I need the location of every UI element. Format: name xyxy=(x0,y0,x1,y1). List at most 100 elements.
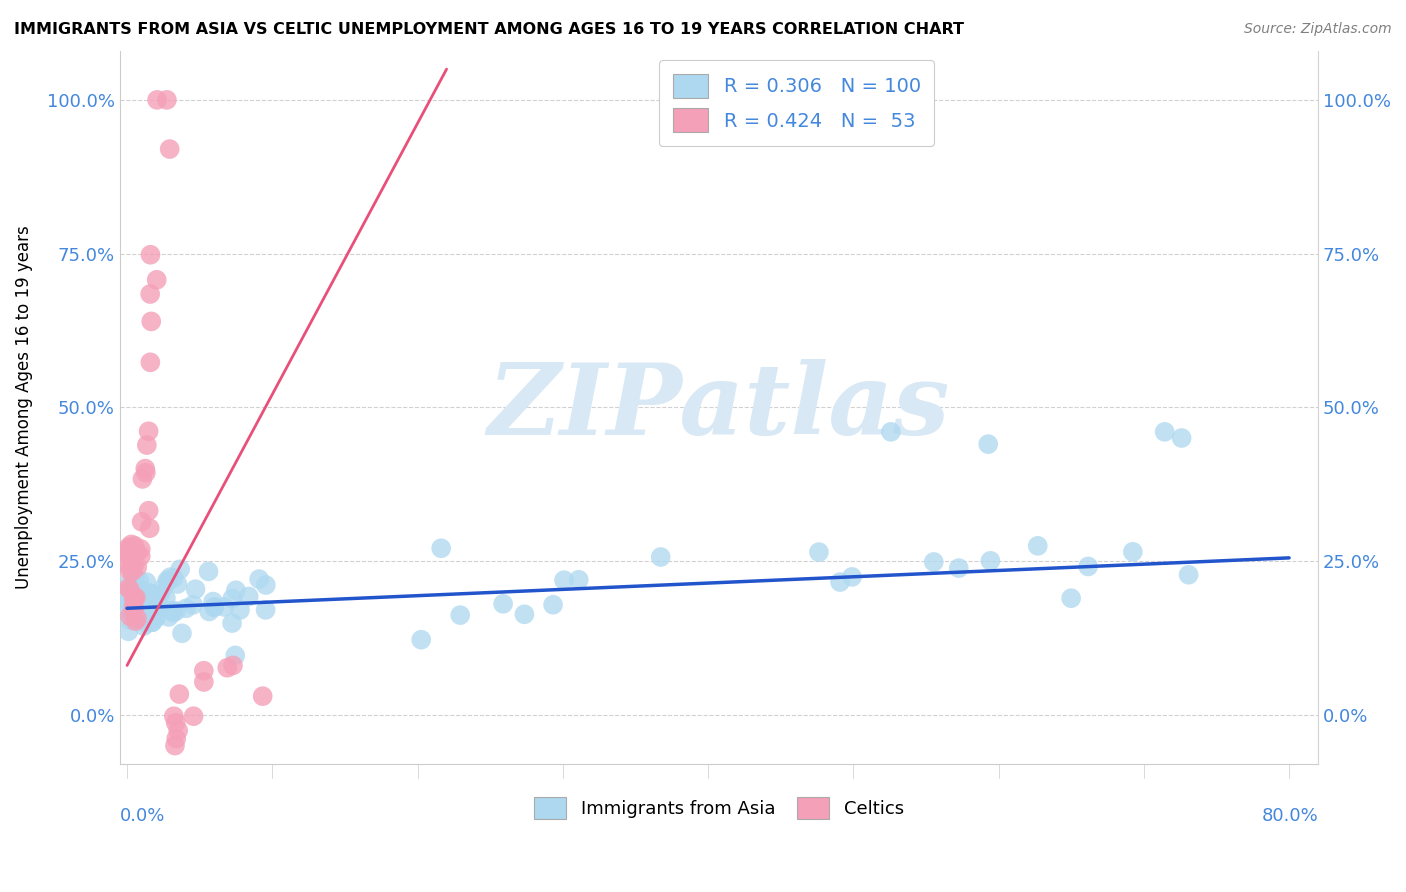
Point xyxy=(128,574,150,588)
Point xyxy=(183,709,205,723)
Point xyxy=(138,610,160,624)
Point xyxy=(143,610,166,624)
Point xyxy=(129,549,152,564)
Point xyxy=(202,600,225,615)
Point xyxy=(238,590,260,604)
Point xyxy=(193,664,215,678)
Point xyxy=(136,592,159,607)
Point xyxy=(132,597,155,611)
Point xyxy=(160,604,183,618)
Point xyxy=(122,571,145,585)
Point xyxy=(225,583,247,598)
Point xyxy=(135,466,157,480)
Point xyxy=(252,689,274,703)
Point xyxy=(145,273,167,287)
Point xyxy=(138,424,160,438)
Point xyxy=(193,675,215,690)
Point xyxy=(229,603,252,617)
Point xyxy=(149,598,172,612)
Point xyxy=(828,575,851,590)
Point xyxy=(127,545,149,559)
Point xyxy=(118,587,141,601)
Point xyxy=(979,554,1001,568)
Point xyxy=(142,601,165,615)
Point xyxy=(149,587,172,601)
Point xyxy=(174,601,197,615)
Point xyxy=(135,438,157,452)
Point xyxy=(118,574,141,589)
Point xyxy=(449,608,471,623)
Point xyxy=(169,687,191,701)
Point xyxy=(118,548,141,562)
Point xyxy=(132,591,155,606)
Point xyxy=(125,591,148,606)
Point xyxy=(1060,591,1083,606)
Point xyxy=(127,560,149,574)
Point xyxy=(807,545,830,559)
Point xyxy=(1077,559,1099,574)
Point xyxy=(162,606,184,620)
Text: 80.0%: 80.0% xyxy=(1261,806,1319,824)
Point xyxy=(129,542,152,557)
Point xyxy=(152,581,174,595)
Point xyxy=(125,591,148,605)
Point xyxy=(117,624,139,639)
Point xyxy=(411,632,433,647)
Point xyxy=(145,611,167,625)
Point xyxy=(553,573,575,587)
Point xyxy=(124,591,146,606)
Point xyxy=(134,461,156,475)
Point xyxy=(139,587,162,601)
Point xyxy=(1177,567,1199,582)
Point xyxy=(136,601,159,615)
Point xyxy=(125,591,148,605)
Point xyxy=(138,504,160,518)
Text: Source: ZipAtlas.com: Source: ZipAtlas.com xyxy=(1244,22,1392,37)
Point xyxy=(541,598,564,612)
Point xyxy=(222,658,245,673)
Point xyxy=(184,582,207,596)
Point xyxy=(139,592,162,607)
Y-axis label: Unemployment Among Ages 16 to 19 years: Unemployment Among Ages 16 to 19 years xyxy=(15,226,32,589)
Point xyxy=(841,570,863,584)
Point xyxy=(159,142,181,156)
Point xyxy=(132,619,155,633)
Point xyxy=(143,607,166,621)
Point xyxy=(121,559,143,574)
Point xyxy=(138,521,160,535)
Point xyxy=(118,564,141,578)
Point xyxy=(139,287,162,301)
Point xyxy=(129,595,152,609)
Point xyxy=(167,723,190,738)
Point xyxy=(118,613,141,627)
Point xyxy=(1026,539,1049,553)
Text: 0.0%: 0.0% xyxy=(120,806,165,824)
Text: IMMIGRANTS FROM ASIA VS CELTIC UNEMPLOYMENT AMONG AGES 16 TO 19 YEARS CORRELATIO: IMMIGRANTS FROM ASIA VS CELTIC UNEMPLOYM… xyxy=(14,22,965,37)
Point xyxy=(141,314,163,328)
Point xyxy=(139,248,162,262)
Point xyxy=(202,599,225,614)
Point xyxy=(202,594,225,608)
Point xyxy=(124,614,146,628)
Point xyxy=(922,555,945,569)
Point xyxy=(124,539,146,553)
Point xyxy=(1170,431,1192,445)
Point xyxy=(198,605,221,619)
Point xyxy=(141,615,163,629)
Point xyxy=(131,472,153,486)
Point xyxy=(122,592,145,607)
Point xyxy=(129,583,152,598)
Point xyxy=(254,603,277,617)
Point xyxy=(139,355,162,369)
Point xyxy=(124,589,146,603)
Point xyxy=(157,574,180,588)
Point xyxy=(212,599,235,614)
Point xyxy=(165,604,187,618)
Point xyxy=(125,585,148,599)
Point xyxy=(141,586,163,600)
Point xyxy=(430,541,453,556)
Point xyxy=(197,565,219,579)
Point xyxy=(121,606,143,620)
Point xyxy=(141,615,163,630)
Point xyxy=(156,93,179,107)
